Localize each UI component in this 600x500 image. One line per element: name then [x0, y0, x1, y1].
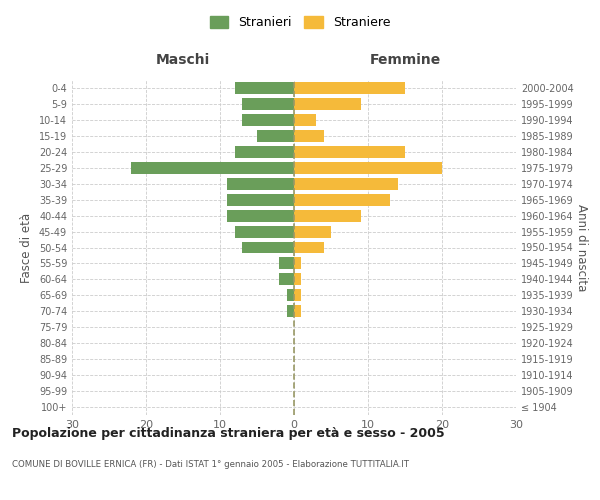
Bar	[294, 114, 316, 126]
Bar	[235, 226, 294, 237]
Bar	[294, 178, 398, 190]
Text: Popolazione per cittadinanza straniera per età e sesso - 2005: Popolazione per cittadinanza straniera p…	[12, 428, 445, 440]
Bar	[242, 242, 294, 254]
Y-axis label: Fasce di età: Fasce di età	[20, 212, 33, 282]
Bar	[131, 162, 294, 173]
Bar	[279, 258, 294, 270]
Bar	[227, 178, 294, 190]
Bar	[294, 130, 323, 142]
Bar	[242, 114, 294, 126]
Text: Maschi: Maschi	[156, 52, 210, 66]
Bar	[294, 146, 405, 158]
Bar	[279, 274, 294, 285]
Bar	[294, 226, 331, 237]
Bar	[287, 290, 294, 302]
Bar	[227, 194, 294, 205]
Bar	[294, 82, 405, 94]
Bar	[235, 82, 294, 94]
Y-axis label: Anni di nascita: Anni di nascita	[575, 204, 587, 291]
Bar	[242, 98, 294, 110]
Bar	[294, 210, 361, 222]
Bar	[294, 258, 301, 270]
Bar	[227, 210, 294, 222]
Bar	[287, 306, 294, 318]
Bar	[294, 274, 301, 285]
Bar	[235, 146, 294, 158]
Bar	[294, 194, 390, 205]
Bar	[294, 306, 301, 318]
Text: Femmine: Femmine	[370, 52, 440, 66]
Legend: Stranieri, Straniere: Stranieri, Straniere	[205, 11, 395, 34]
Text: COMUNE DI BOVILLE ERNICA (FR) - Dati ISTAT 1° gennaio 2005 - Elaborazione TUTTIT: COMUNE DI BOVILLE ERNICA (FR) - Dati IST…	[12, 460, 409, 469]
Bar	[294, 290, 301, 302]
Bar	[294, 162, 442, 173]
Bar	[294, 98, 361, 110]
Bar	[257, 130, 294, 142]
Bar	[294, 242, 323, 254]
